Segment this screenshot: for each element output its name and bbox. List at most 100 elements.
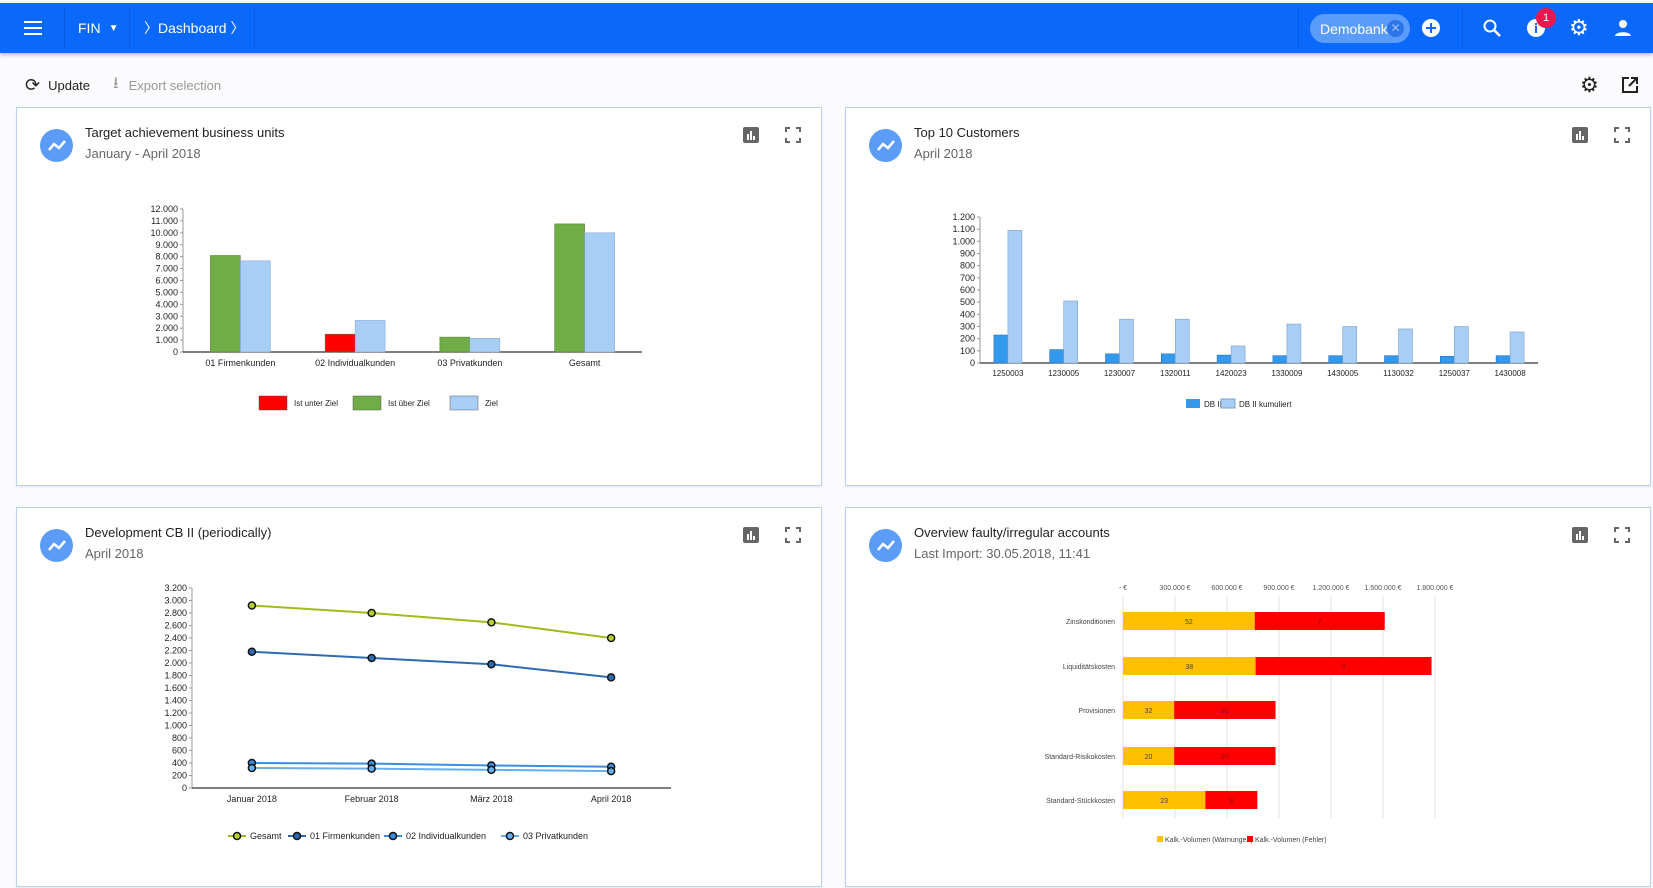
y-tick-label: 2.800 [164, 608, 187, 618]
bar-errors [1174, 747, 1276, 765]
chart: - € 300.000 € 600.000 € 900.000 € 1.200.000 … [1045, 585, 1454, 844]
module-selector[interactable]: FIN ▼ [78, 3, 118, 53]
y-tick-label: 1.000 [155, 335, 178, 345]
bar-ziel [240, 260, 271, 353]
category-label: Liquiditätskosten [1063, 664, 1115, 671]
trend-icon [869, 129, 902, 162]
export-selection-button[interactable]: ⭳ Export selection [113, 72, 221, 98]
y-tick-label: 3.000 [164, 596, 187, 606]
bar-value-label: 23 [1160, 798, 1168, 805]
card-title: Overview faulty/irregular accounts [914, 525, 1110, 540]
fullscreen-button[interactable] [785, 527, 801, 548]
settings-button[interactable]: ⚙ [1569, 3, 1589, 53]
fullscreen-button[interactable] [1614, 527, 1630, 548]
bar-errors [1255, 657, 1432, 675]
bar-ist [439, 336, 471, 353]
bar-value-label: 8 [1229, 798, 1233, 805]
bar-db2 [1216, 354, 1232, 364]
search-button[interactable] [1482, 3, 1502, 53]
x-tick-label: 1.800.000 € [1417, 585, 1454, 592]
x-tick-label: 1330009 [1271, 369, 1303, 378]
bar-db2-cumulative [1509, 331, 1525, 364]
data-point [247, 647, 257, 656]
x-tick-label: 1430005 [1327, 369, 1359, 378]
legend-label: 02 Individualkunden [406, 831, 486, 841]
legend-label: Kalk.-Volumen (Fehler) [1255, 837, 1327, 844]
fullscreen-button[interactable] [785, 127, 801, 148]
chart-type-button[interactable] [1572, 127, 1588, 148]
legend-swatch [352, 395, 382, 411]
caret-down-icon: ▼ [108, 22, 119, 34]
y-tick-label: 800 [960, 261, 975, 271]
bar-warnings [1123, 791, 1206, 809]
bar-db2 [1160, 353, 1176, 364]
tenant-chip[interactable]: Demobank ✕ [1310, 14, 1410, 43]
add-button[interactable] [1421, 3, 1441, 53]
chart-type-button[interactable] [743, 127, 759, 148]
notification-badge: 1 [1536, 8, 1556, 28]
bar-chart-icon [1572, 527, 1588, 543]
y-tick-label: 6.000 [155, 276, 178, 286]
y-tick-label: 1.200 [164, 708, 187, 718]
chip-close-icon[interactable]: ✕ [1387, 20, 1404, 37]
dashboard-settings-button[interactable]: ⚙ [1580, 72, 1599, 98]
y-tick-label: 10.000 [150, 228, 178, 238]
series-line [251, 767, 612, 773]
y-tick-label: 0 [970, 358, 975, 368]
open-external-button[interactable] [1621, 72, 1639, 98]
bar-ist [554, 223, 585, 353]
x-tick-label: 01 Firmenkunden [205, 358, 275, 368]
legend-marker [505, 831, 515, 841]
top-customers-card: Top 10 Customers April 2018 0 100 200 300 40… [845, 107, 1651, 486]
chevron-right-icon: 〉 [230, 20, 245, 36]
open-in-new-icon [1622, 77, 1638, 93]
menu-icon[interactable] [24, 3, 44, 53]
breadcrumb[interactable]: 〉 Dashboard 〉 [144, 3, 245, 53]
breadcrumb-dashboard[interactable]: Dashboard [158, 20, 227, 36]
x-tick-label: 1.500.000 € [1365, 585, 1402, 592]
y-tick-label: 200 [172, 771, 187, 781]
x-tick-label: 02 Individualkunden [315, 358, 395, 368]
x-tick-label: 1250037 [1439, 369, 1471, 378]
bar-db2-cumulative [1398, 328, 1413, 364]
x-tick-label: 300.000 € [1159, 585, 1190, 592]
y-tick-label: 5.000 [155, 287, 178, 297]
trend-icon [40, 129, 73, 162]
y-tick-label: 0 [173, 347, 178, 357]
y-tick-label: 1.200 [952, 212, 975, 222]
bar-db2 [1105, 353, 1120, 364]
data-point [367, 764, 376, 773]
y-tick-label: 9.000 [155, 240, 178, 250]
chart-type-button[interactable] [1572, 527, 1588, 548]
y-tick-label: 100 [960, 346, 975, 356]
y-tick-label: 600 [172, 746, 187, 756]
bar-chart-icon [1572, 127, 1588, 143]
data-point [606, 633, 616, 643]
y-tick-label: 300 [960, 322, 975, 332]
category-label: Standard-Risikokosten [1045, 754, 1116, 761]
legend-label: 01 Firmenkunden [310, 831, 380, 841]
data-point [367, 608, 376, 618]
legend-marker [388, 831, 398, 841]
legend-label: DB II kumuliert [1239, 400, 1292, 409]
data-point [247, 601, 257, 610]
x-tick-label: Januar 2018 [227, 794, 277, 804]
legend-swatch [1220, 398, 1236, 409]
bar-ziel [584, 232, 615, 353]
x-tick-label: 1320011 [1160, 369, 1191, 378]
user-button[interactable] [1614, 3, 1632, 53]
y-tick-label: 8.000 [155, 252, 178, 262]
update-button[interactable]: ⟳ Update [25, 72, 90, 98]
y-tick-label: 2.000 [155, 323, 178, 333]
x-tick-label: 600.000 € [1211, 585, 1242, 592]
fullscreen-button[interactable] [1614, 127, 1630, 148]
bar-value-label: 38 [1185, 664, 1193, 671]
bar-db2 [1384, 355, 1399, 364]
bar-value-label: 3 [1342, 664, 1346, 671]
chart-type-button[interactable] [743, 527, 759, 548]
bar-warnings [1123, 747, 1175, 765]
card-subtitle: April 2018 [914, 146, 973, 161]
bar-db2-cumulative [1174, 318, 1190, 364]
y-tick-label: 11.000 [151, 216, 178, 226]
